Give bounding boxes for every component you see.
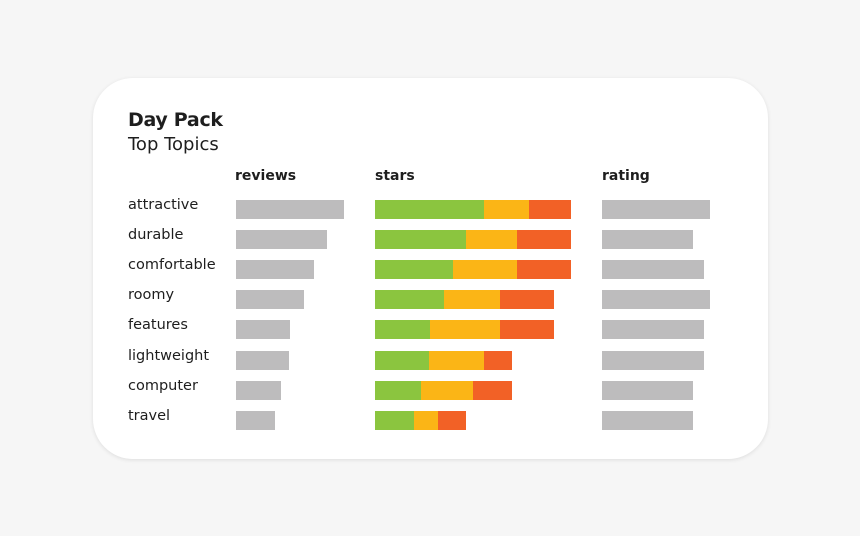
topics-card: Day Pack Top Topics reviews stars rating… xyxy=(93,78,768,459)
stars-neutral-segment xyxy=(466,230,517,250)
stars-positive-segment xyxy=(375,320,430,340)
reviews-bar xyxy=(236,230,327,250)
rating-bar xyxy=(602,230,693,250)
reviews-column-header: reviews xyxy=(235,168,297,184)
stars-column-header: stars xyxy=(375,168,415,184)
reviews-bar xyxy=(236,350,289,370)
stars-positive-segment xyxy=(375,380,421,400)
stars-neutral-segment xyxy=(414,410,438,430)
rating-bar xyxy=(602,380,693,400)
rating-bar xyxy=(602,290,710,310)
stars-negative-segment xyxy=(484,350,512,370)
reviews-bar xyxy=(236,320,290,340)
stars-positive-segment xyxy=(375,260,453,280)
topic-label: features xyxy=(128,317,188,334)
stars-negative-segment xyxy=(500,320,554,340)
rating-bar xyxy=(602,260,704,280)
topic-label: comfortable xyxy=(128,257,216,274)
stars-neutral-segment xyxy=(444,290,500,310)
stars-positive-segment xyxy=(375,410,414,430)
stars-neutral-segment xyxy=(484,200,529,219)
stars-negative-segment xyxy=(473,380,512,400)
topic-label: durable xyxy=(128,227,184,244)
stars-negative-segment xyxy=(529,200,571,219)
rating-bar xyxy=(602,200,710,219)
stars-neutral-segment xyxy=(429,350,484,370)
topic-label: travel xyxy=(128,407,171,424)
stars-positive-segment xyxy=(375,350,429,370)
stars-neutral-segment xyxy=(453,260,517,280)
rating-column-header: rating xyxy=(602,168,650,184)
topic-label: attractive xyxy=(128,197,199,213)
stars-negative-segment xyxy=(517,230,571,250)
product-title: Day Pack xyxy=(128,109,223,131)
stars-negative-segment xyxy=(500,290,554,310)
stars-negative-segment xyxy=(438,410,466,430)
topic-label: roomy xyxy=(128,287,175,304)
section-subtitle: Top Topics xyxy=(128,134,219,155)
stars-positive-segment xyxy=(375,230,466,250)
stars-positive-segment xyxy=(375,290,444,310)
reviews-bar xyxy=(236,260,314,280)
stars-negative-segment xyxy=(517,260,571,280)
stars-neutral-segment xyxy=(421,380,473,400)
reviews-bar xyxy=(236,290,304,310)
reviews-bar xyxy=(236,410,275,430)
topic-label: lightweight xyxy=(128,347,210,364)
rating-bar xyxy=(602,320,704,340)
rating-bar xyxy=(602,410,693,430)
topic-label: computer xyxy=(128,377,198,394)
stars-neutral-segment xyxy=(430,320,500,340)
stars-positive-segment xyxy=(375,200,484,219)
reviews-bar xyxy=(236,200,344,219)
reviews-bar xyxy=(236,380,281,400)
rating-bar xyxy=(602,350,704,370)
